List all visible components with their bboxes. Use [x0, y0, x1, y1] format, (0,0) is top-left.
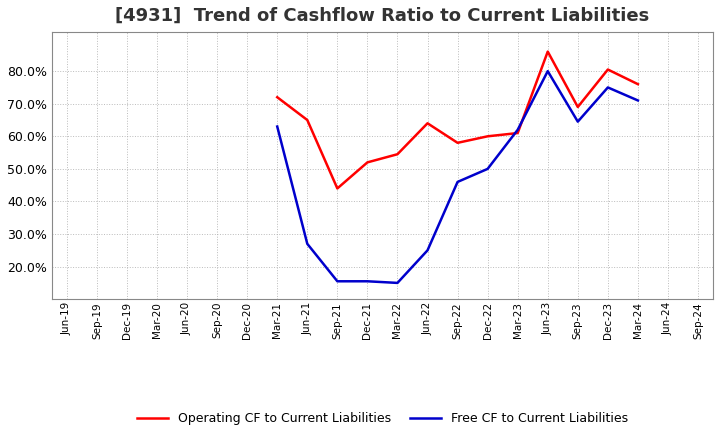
Operating CF to Current Liabilities [573, 104, 582, 110]
Operating CF to Current Liabilities [303, 117, 312, 123]
Operating CF to Current Liabilities [603, 67, 612, 72]
Operating CF to Current Liabilities [454, 140, 462, 146]
Free CF to Current Liabilities [423, 248, 432, 253]
Operating CF to Current Liabilities [544, 49, 552, 54]
Operating CF to Current Liabilities [273, 95, 282, 100]
Operating CF to Current Liabilities [333, 186, 342, 191]
Operating CF to Current Liabilities [423, 121, 432, 126]
Operating CF to Current Liabilities [483, 134, 492, 139]
Free CF to Current Liabilities [393, 280, 402, 286]
Operating CF to Current Liabilities [393, 152, 402, 157]
Operating CF to Current Liabilities [634, 81, 642, 87]
Line: Operating CF to Current Liabilities: Operating CF to Current Liabilities [277, 51, 638, 188]
Operating CF to Current Liabilities [513, 130, 522, 136]
Free CF to Current Liabilities [363, 279, 372, 284]
Line: Free CF to Current Liabilities: Free CF to Current Liabilities [277, 71, 638, 283]
Free CF to Current Liabilities [483, 166, 492, 172]
Free CF to Current Liabilities [573, 119, 582, 124]
Free CF to Current Liabilities [634, 98, 642, 103]
Free CF to Current Liabilities [513, 127, 522, 132]
Operating CF to Current Liabilities [363, 160, 372, 165]
Title: [4931]  Trend of Cashflow Ratio to Current Liabilities: [4931] Trend of Cashflow Ratio to Curren… [115, 7, 649, 25]
Free CF to Current Liabilities [273, 124, 282, 129]
Free CF to Current Liabilities [544, 69, 552, 74]
Free CF to Current Liabilities [454, 179, 462, 184]
Legend: Operating CF to Current Liabilities, Free CF to Current Liabilities: Operating CF to Current Liabilities, Fre… [132, 407, 633, 430]
Free CF to Current Liabilities [603, 85, 612, 90]
Free CF to Current Liabilities [303, 241, 312, 246]
Free CF to Current Liabilities [333, 279, 342, 284]
